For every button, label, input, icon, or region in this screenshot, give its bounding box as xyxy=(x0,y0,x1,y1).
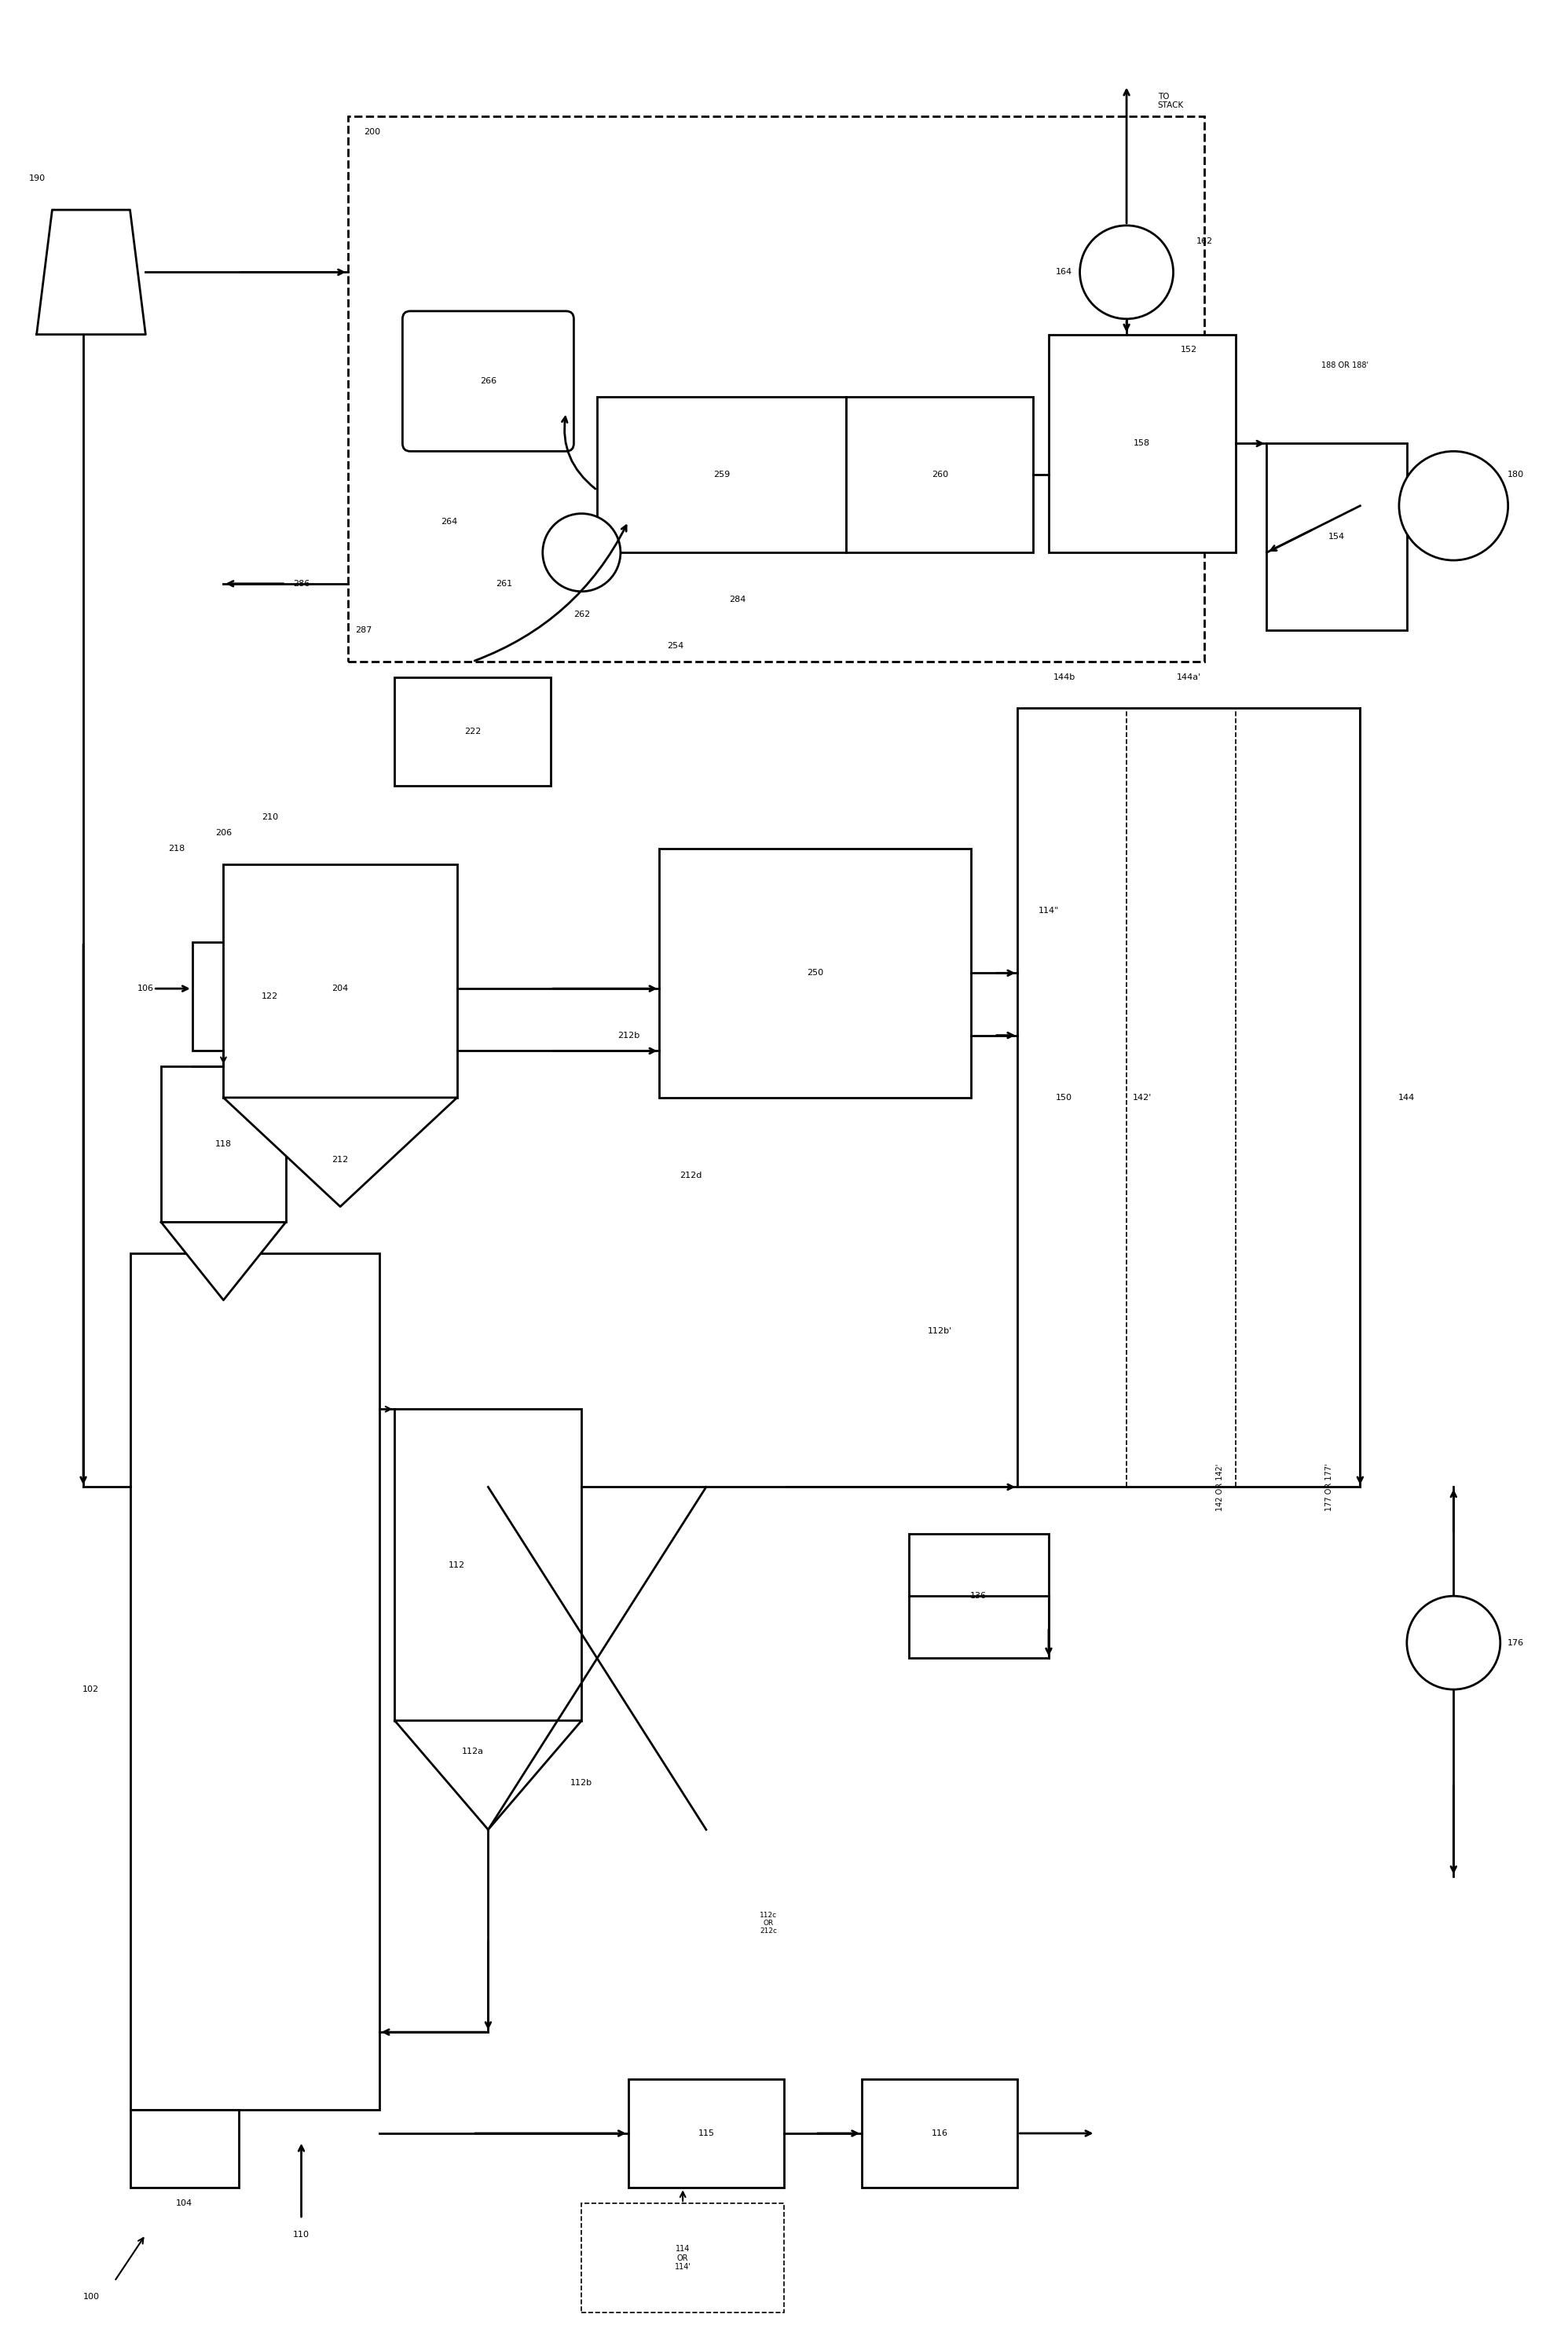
Text: 284: 284 xyxy=(729,595,746,604)
Bar xyxy=(193,943,348,1051)
Bar xyxy=(629,2078,784,2189)
Text: 164: 164 xyxy=(1055,268,1073,275)
Circle shape xyxy=(543,513,621,592)
Text: 180: 180 xyxy=(1507,470,1524,480)
Text: 102: 102 xyxy=(82,1686,99,1693)
Text: 144a': 144a' xyxy=(1176,672,1201,682)
Text: 115: 115 xyxy=(698,2130,715,2137)
Text: 150: 150 xyxy=(1055,1093,1073,1103)
Text: 142 OR 142': 142 OR 142' xyxy=(1217,1462,1225,1512)
Bar xyxy=(1267,444,1406,630)
Text: 114
OR
114': 114 OR 114' xyxy=(674,2245,691,2271)
Text: 254: 254 xyxy=(666,642,684,649)
Text: 210: 210 xyxy=(262,813,279,820)
Circle shape xyxy=(1399,451,1508,560)
Text: 112a: 112a xyxy=(461,1747,483,1756)
Bar xyxy=(348,118,1204,661)
Text: 122: 122 xyxy=(262,992,279,999)
FancyBboxPatch shape xyxy=(403,310,574,451)
Text: 266: 266 xyxy=(480,376,497,386)
Circle shape xyxy=(1406,1596,1501,1690)
Bar xyxy=(395,677,550,785)
Text: 218: 218 xyxy=(168,844,185,853)
Bar xyxy=(130,1253,379,2109)
Text: 200: 200 xyxy=(364,127,379,136)
Text: 212d: 212d xyxy=(679,1171,702,1180)
Text: 212b: 212b xyxy=(618,1032,640,1039)
Text: 222: 222 xyxy=(464,729,481,736)
Text: 152: 152 xyxy=(1181,346,1196,355)
Text: 158: 158 xyxy=(1134,440,1151,447)
Text: 286: 286 xyxy=(293,581,309,588)
Text: 144b: 144b xyxy=(1054,672,1076,682)
Bar xyxy=(1018,708,1359,1486)
Bar xyxy=(908,1533,1049,1657)
Polygon shape xyxy=(395,1721,582,1829)
Bar xyxy=(162,1067,285,1223)
Bar xyxy=(597,397,847,552)
Text: 116: 116 xyxy=(931,2130,949,2137)
Text: 250: 250 xyxy=(808,969,823,978)
Text: 188 OR 188': 188 OR 188' xyxy=(1320,362,1369,369)
Text: 118: 118 xyxy=(215,1140,232,1147)
Bar xyxy=(130,2109,238,2189)
Text: 154: 154 xyxy=(1328,534,1345,541)
Text: 142': 142' xyxy=(1132,1093,1152,1103)
Text: 212: 212 xyxy=(332,1157,348,1164)
Text: 204: 204 xyxy=(332,985,348,992)
Bar xyxy=(224,865,456,1098)
Text: 112b': 112b' xyxy=(927,1328,952,1335)
Text: 112: 112 xyxy=(448,1561,466,1568)
Text: 261: 261 xyxy=(495,581,513,588)
Text: 162: 162 xyxy=(1196,237,1212,245)
Polygon shape xyxy=(36,209,146,334)
Text: 176: 176 xyxy=(1507,1639,1524,1646)
Text: 114": 114" xyxy=(1038,907,1058,915)
Text: 110: 110 xyxy=(293,2231,309,2238)
Text: 260: 260 xyxy=(931,470,949,480)
Text: 287: 287 xyxy=(356,625,372,635)
Bar xyxy=(395,1408,582,1721)
Text: 112c
OR
212c: 112c OR 212c xyxy=(760,1911,778,1935)
Text: 206: 206 xyxy=(215,830,232,837)
Bar xyxy=(660,849,971,1098)
Bar xyxy=(862,2078,1018,2189)
Polygon shape xyxy=(162,1223,285,1300)
Text: 190: 190 xyxy=(28,174,45,183)
Text: TO
STACK: TO STACK xyxy=(1157,92,1184,110)
Text: 259: 259 xyxy=(713,470,731,480)
Text: 104: 104 xyxy=(176,2201,193,2208)
Text: 177 OR 177': 177 OR 177' xyxy=(1325,1462,1333,1512)
Text: 144: 144 xyxy=(1399,1093,1416,1103)
Circle shape xyxy=(1080,226,1173,320)
Text: 106: 106 xyxy=(138,985,154,992)
Bar xyxy=(1049,334,1236,552)
Text: 264: 264 xyxy=(441,517,458,524)
Bar xyxy=(847,397,1033,552)
Polygon shape xyxy=(224,1098,456,1206)
Text: 112b: 112b xyxy=(571,1780,593,1787)
Text: 136: 136 xyxy=(971,1592,986,1601)
Bar xyxy=(582,2203,784,2313)
Text: 100: 100 xyxy=(83,2292,100,2302)
Text: 262: 262 xyxy=(574,611,590,618)
